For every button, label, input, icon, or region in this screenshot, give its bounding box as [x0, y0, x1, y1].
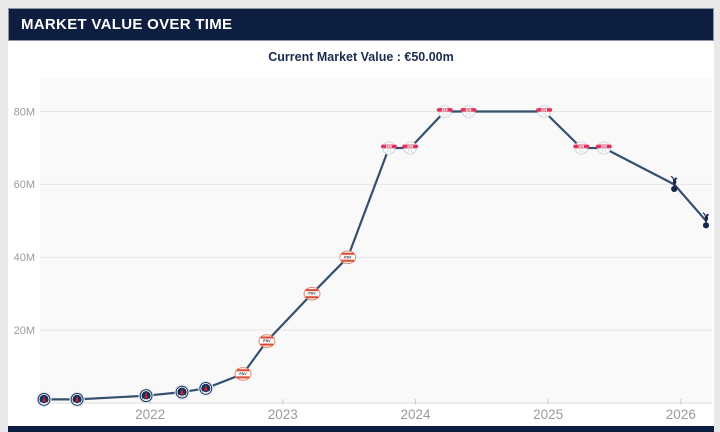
data-point-rb-leipzig-badge-icon[interactable]: RB: [380, 141, 397, 155]
data-point-tottenham-badge-icon[interactable]: [702, 212, 710, 229]
page-title: MARKET VALUE OVER TIME: [21, 16, 233, 33]
y-axis-tick-label: 80M: [14, 106, 35, 118]
x-axis-tick-label: 2026: [666, 407, 696, 422]
data-point-psg-badge-icon[interactable]: [198, 380, 214, 396]
svg-text:PSV: PSV: [344, 255, 352, 259]
svg-text:RB: RB: [387, 144, 391, 148]
data-point-rb-leipzig-badge-icon[interactable]: RB: [536, 104, 553, 119]
data-point-rb-leipzig-badge-icon[interactable]: RB: [436, 104, 453, 119]
data-point-psv-badge-icon[interactable]: PSV: [234, 367, 252, 381]
data-point-psv-badge-icon[interactable]: PSV: [303, 286, 321, 301]
data-point-psg-badge-icon[interactable]: [174, 384, 190, 400]
data-point-rb-leipzig-badge-icon[interactable]: RB: [595, 141, 612, 155]
data-point-tottenham-badge-icon[interactable]: [670, 175, 678, 192]
data-point-psg-badge-icon[interactable]: [69, 391, 85, 407]
svg-text:PSV: PSV: [308, 292, 316, 296]
svg-text:RB: RB: [443, 108, 447, 112]
svg-text:RB: RB: [542, 108, 546, 112]
data-point-rb-leipzig-badge-icon[interactable]: RB: [573, 141, 590, 155]
svg-text:PSV: PSV: [263, 339, 271, 343]
current-market-value-label: Current Market Value : €50.00m: [8, 50, 714, 64]
next-box-header-edge: [8, 426, 714, 432]
x-axis-tick-label: 2023: [268, 407, 298, 422]
plot-area: [40, 78, 712, 403]
svg-text:RB: RB: [602, 144, 606, 148]
data-point-rb-leipzig-badge-icon[interactable]: RB: [460, 104, 477, 119]
data-point-psv-badge-icon[interactable]: PSV: [258, 334, 276, 348]
x-axis-tick-label: 2024: [400, 407, 431, 422]
y-axis-tick-label: 40M: [14, 252, 35, 264]
chart-card: Current Market Value : €50.00m 20M 40M 60M…: [8, 41, 714, 426]
svg-text:RB: RB: [408, 144, 412, 148]
svg-text:PSV: PSV: [239, 372, 247, 376]
box-header: MARKET VALUE OVER TIME: [8, 8, 714, 41]
current-market-value-text: Current Market Value : €50.00m: [268, 50, 454, 64]
market-value-box: MARKET VALUE OVER TIME Current Market Va…: [8, 8, 714, 432]
y-axis-tick-label: 60M: [14, 179, 35, 191]
data-point-psg-badge-icon[interactable]: [36, 391, 52, 407]
data-point-psg-badge-icon[interactable]: [138, 388, 154, 404]
data-point-psv-badge-icon[interactable]: PSV: [339, 250, 357, 265]
svg-text:RB: RB: [579, 144, 583, 148]
svg-text:RB: RB: [466, 108, 470, 112]
data-point-rb-leipzig-badge-icon[interactable]: RB: [402, 141, 419, 155]
x-axis-tick-label: 2025: [533, 407, 563, 422]
x-axis-tick-label: 2022: [135, 407, 165, 422]
y-axis-tick-label: 20M: [14, 325, 35, 337]
